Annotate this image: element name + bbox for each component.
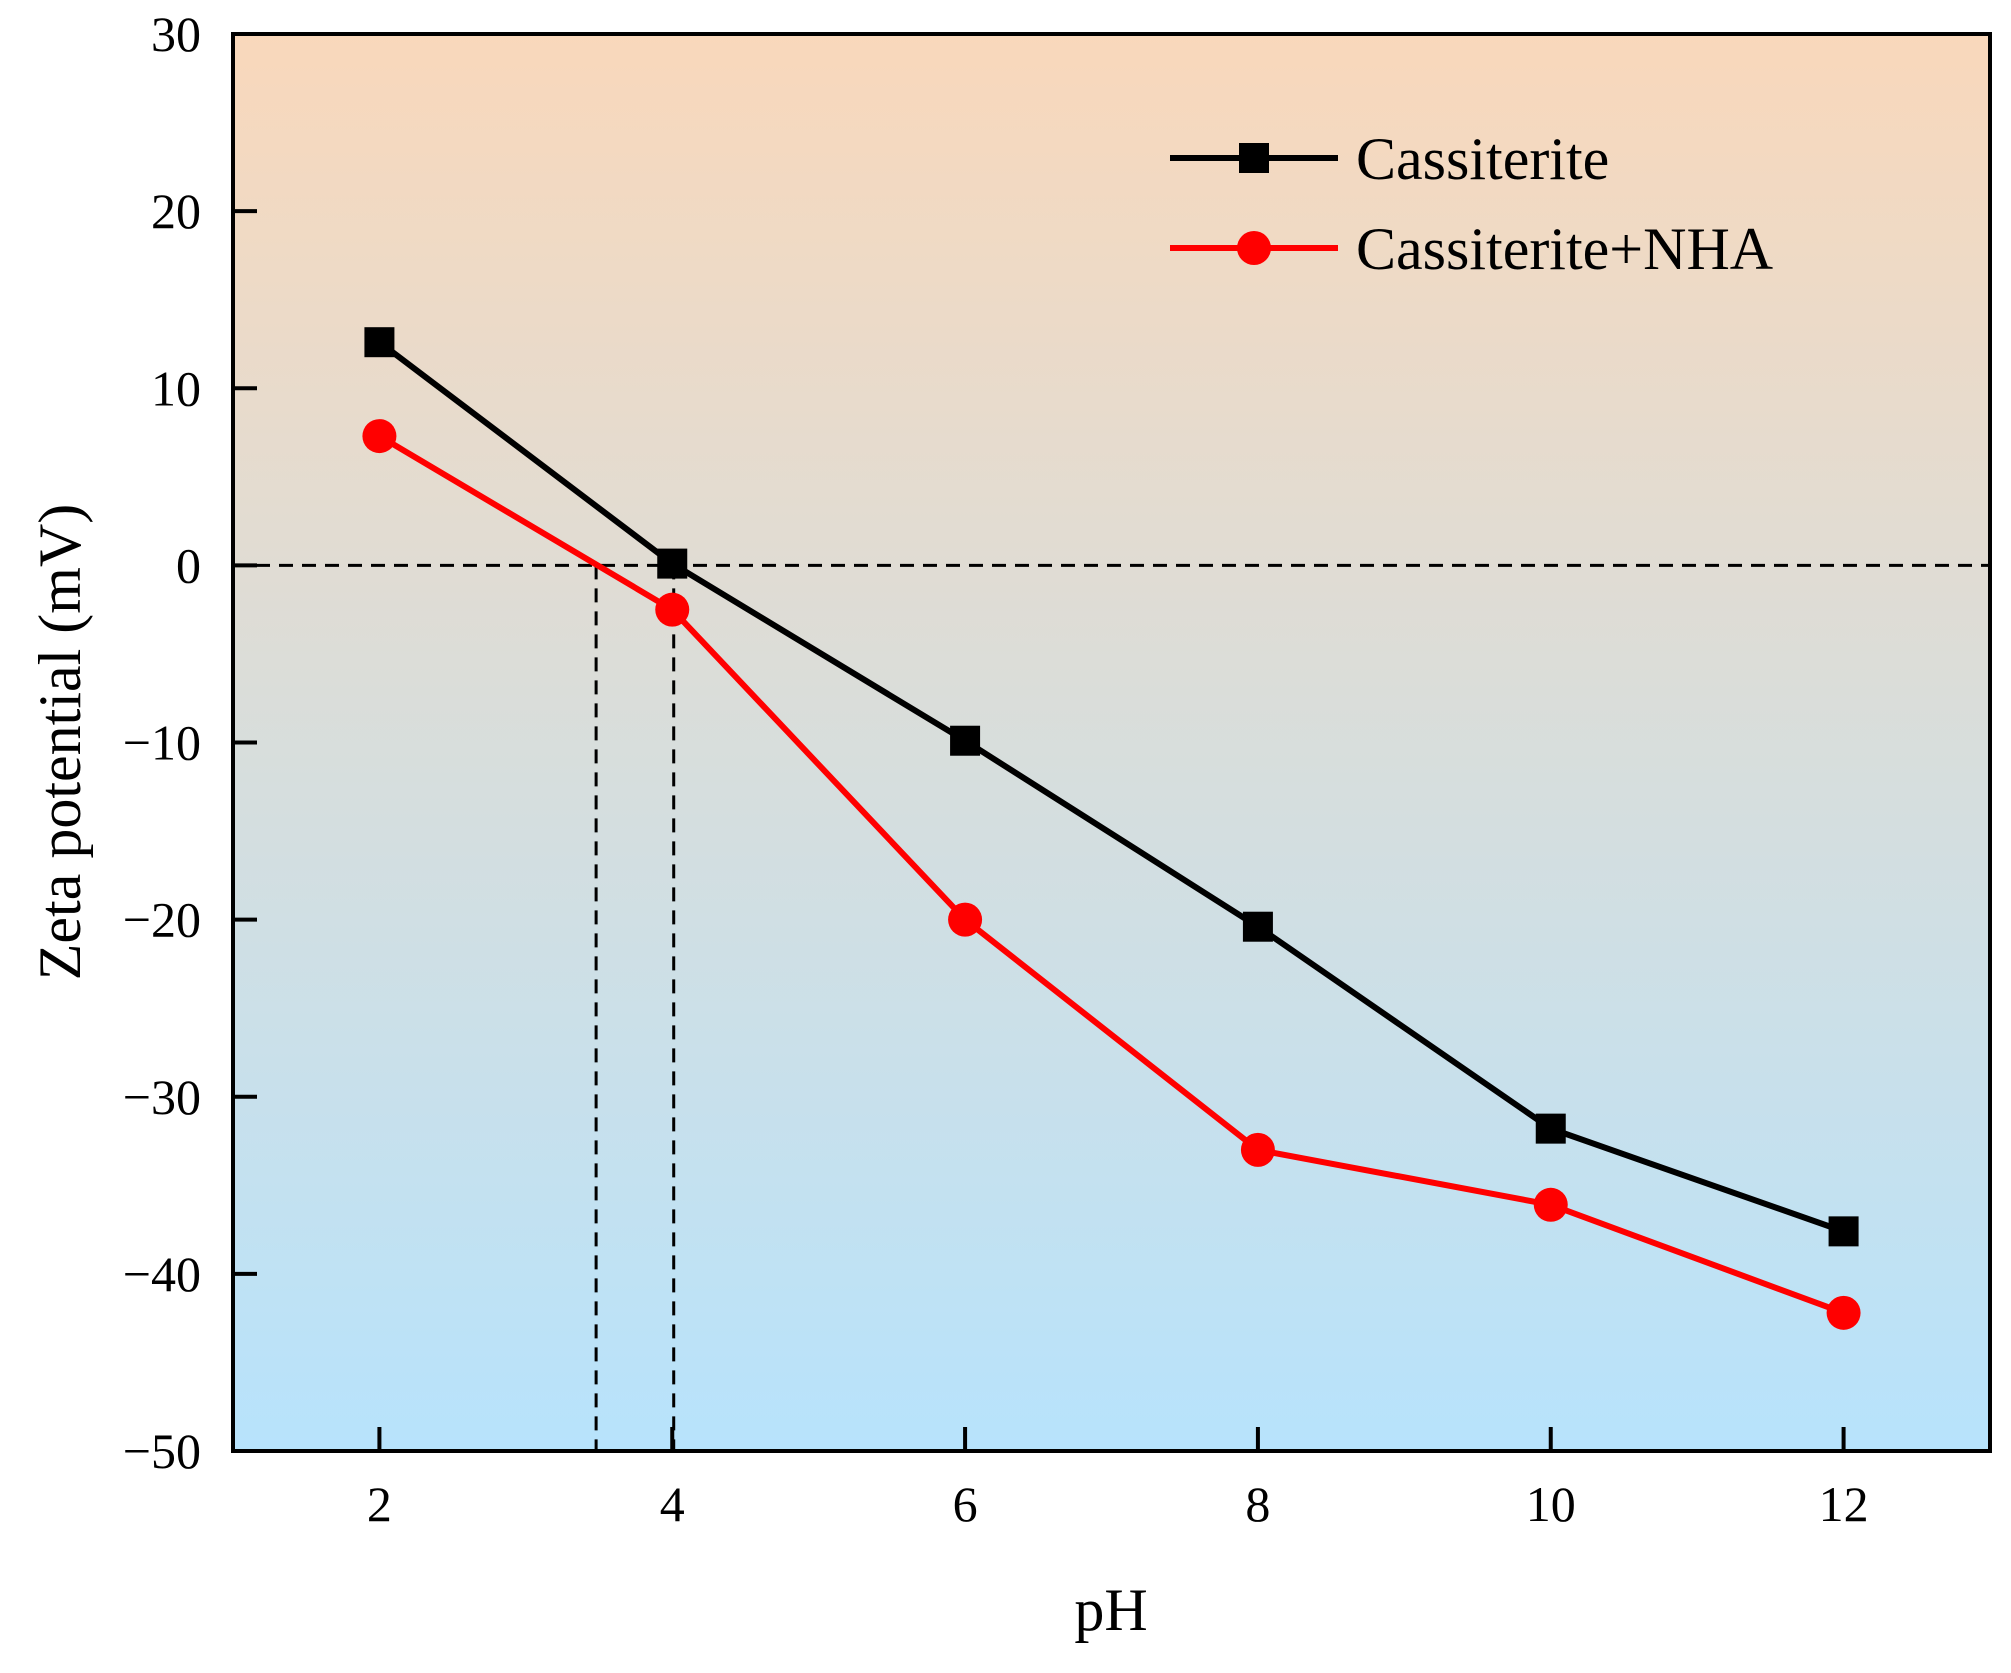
data-point-circle bbox=[1826, 1295, 1861, 1330]
legend-marker-square bbox=[1239, 143, 1269, 173]
y-tick-label: −50 bbox=[123, 1423, 201, 1479]
data-point-square bbox=[364, 327, 395, 358]
x-tick-label: 4 bbox=[660, 1476, 685, 1532]
x-axis-title: pH bbox=[1074, 1577, 1147, 1643]
data-point-square bbox=[657, 548, 688, 579]
y-tick-label: 30 bbox=[151, 6, 201, 62]
data-point-square bbox=[950, 725, 981, 756]
y-axis: −50 −40 −30 −20 −10 0 10 20 30 bbox=[123, 6, 257, 1479]
data-point-circle bbox=[1240, 1132, 1275, 1167]
data-point-circle bbox=[1533, 1187, 1568, 1222]
series-line-2 bbox=[377, 433, 1845, 1316]
data-point-circle bbox=[948, 902, 983, 937]
y-tick-label: 0 bbox=[176, 537, 201, 593]
y-axis-title: Zeta potential (mV) bbox=[27, 504, 93, 980]
x-tick-label: 2 bbox=[367, 1476, 392, 1532]
series-lines bbox=[377, 339, 1845, 1316]
legend-label: Cassiterite+NHA bbox=[1356, 216, 1773, 282]
legend-marker-circle bbox=[1237, 231, 1271, 265]
x-tick-label: 6 bbox=[953, 1476, 978, 1532]
y-tick-label: −20 bbox=[123, 892, 201, 948]
data-point-square bbox=[1535, 1113, 1566, 1144]
y-tick-label: −10 bbox=[123, 715, 201, 771]
data-point-circle bbox=[362, 419, 397, 454]
x-axis: 2 4 6 8 10 12 bbox=[367, 1427, 1869, 1532]
y-tick-label: −30 bbox=[123, 1069, 201, 1125]
legend: Cassiterite Cassiterite+NHA bbox=[1170, 126, 1773, 282]
plot-background bbox=[233, 34, 1990, 1451]
x-tick-label: 10 bbox=[1526, 1476, 1576, 1532]
series-markers bbox=[362, 327, 1861, 1330]
data-point-square bbox=[1828, 1216, 1859, 1247]
legend-label: Cassiterite bbox=[1356, 126, 1609, 192]
x-tick-label: 12 bbox=[1819, 1476, 1869, 1532]
y-tick-label: −40 bbox=[123, 1246, 201, 1302]
data-point-circle bbox=[655, 592, 690, 627]
y-tick-label: 10 bbox=[151, 360, 201, 416]
x-tick-label: 8 bbox=[1245, 1476, 1270, 1532]
reference-lines bbox=[233, 563, 1990, 1451]
series-line-1 bbox=[377, 339, 1845, 1235]
y-tick-label: 20 bbox=[151, 183, 201, 239]
data-point-square bbox=[1242, 911, 1273, 942]
